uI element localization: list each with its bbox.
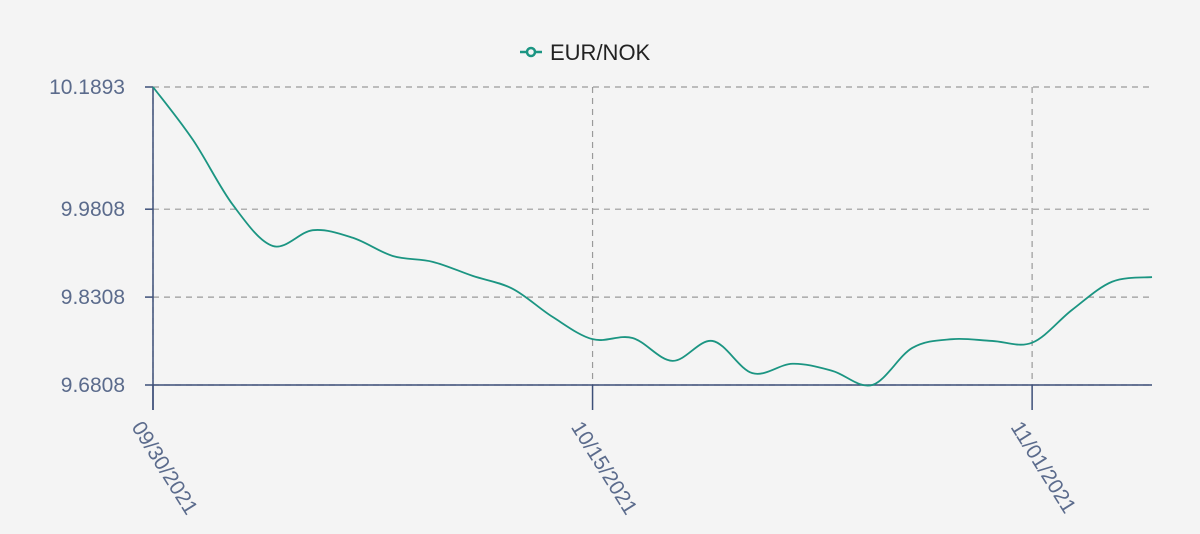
y-tick-label: 9.9808 <box>61 198 125 221</box>
legend-label: EUR/NOK <box>550 40 651 65</box>
legend-marker <box>525 46 537 58</box>
x-tick-label: 09/30/2021 <box>127 417 202 518</box>
x-tick-label: 10/15/2021 <box>566 417 641 518</box>
y-tick-label: 9.8308 <box>61 286 125 309</box>
y-tick-label: 9.6808 <box>61 374 125 397</box>
y-tick-label: 10.1893 <box>49 76 125 99</box>
line <box>152 86 1153 387</box>
legend-item: EUR/NOK <box>520 40 651 65</box>
x-tick-label: 11/01/2021 <box>1006 417 1080 517</box>
